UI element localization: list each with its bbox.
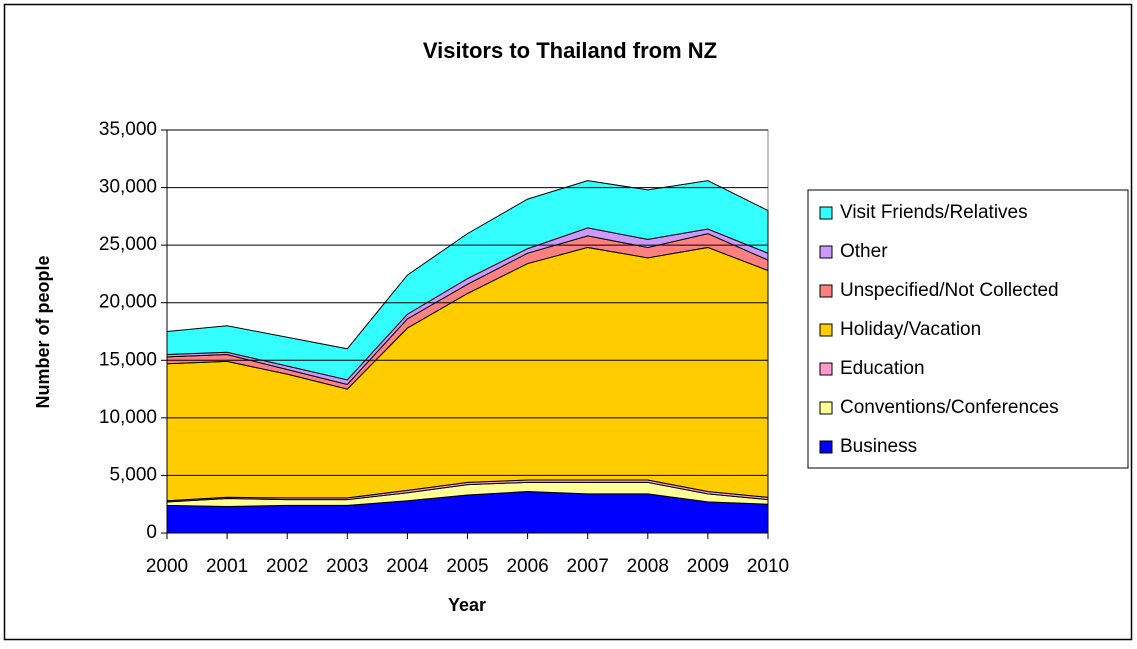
y-tick-label: 0 [146, 522, 157, 543]
x-tick-label: 2000 [146, 556, 188, 577]
legend-swatch [819, 206, 833, 220]
legend-swatch [819, 401, 833, 415]
legend-label: Holiday/Vacation [840, 319, 981, 340]
x-tick-label: 2004 [386, 556, 429, 577]
x-tick-label: 2007 [567, 556, 609, 577]
legend-swatch [819, 284, 833, 298]
chart-title: Visitors to Thailand from NZ [423, 38, 717, 63]
x-tick-label: 2008 [627, 556, 669, 577]
legend-label: Education [840, 358, 925, 379]
x-tick-label: 2003 [326, 556, 368, 577]
legend-swatch [819, 440, 833, 454]
legend-label: Visit Friends/Relatives [840, 202, 1028, 223]
legend-swatch [819, 323, 833, 337]
x-tick-label: 2009 [687, 556, 729, 577]
y-tick-label: 15,000 [99, 349, 157, 370]
x-tick-label: 2006 [506, 556, 548, 577]
x-tick-label: 2002 [266, 556, 308, 577]
y-axis-title: Number of people [33, 255, 53, 408]
x-axis-title: Year [448, 595, 486, 615]
x-tick-label: 2005 [446, 556, 488, 577]
legend-label: Unspecified/Not Collected [840, 280, 1059, 301]
legend-label: Business [840, 436, 917, 457]
x-tick-label: 2001 [206, 556, 248, 577]
legend [807, 189, 1129, 469]
y-tick-label: 5,000 [109, 464, 157, 485]
legend-label: Conventions/Conferences [840, 397, 1059, 418]
y-tick-label: 30,000 [99, 177, 157, 198]
y-tick-label: 10,000 [99, 407, 157, 428]
area [166, 180, 769, 381]
legend-label: Other [840, 241, 888, 262]
y-tick-label: 20,000 [99, 292, 157, 313]
legend-swatch [819, 245, 833, 259]
x-tick-label: 2010 [747, 556, 789, 577]
y-tick-label: 25,000 [99, 234, 157, 255]
legend-swatch [819, 362, 833, 376]
y-tick-label: 35,000 [99, 119, 157, 140]
